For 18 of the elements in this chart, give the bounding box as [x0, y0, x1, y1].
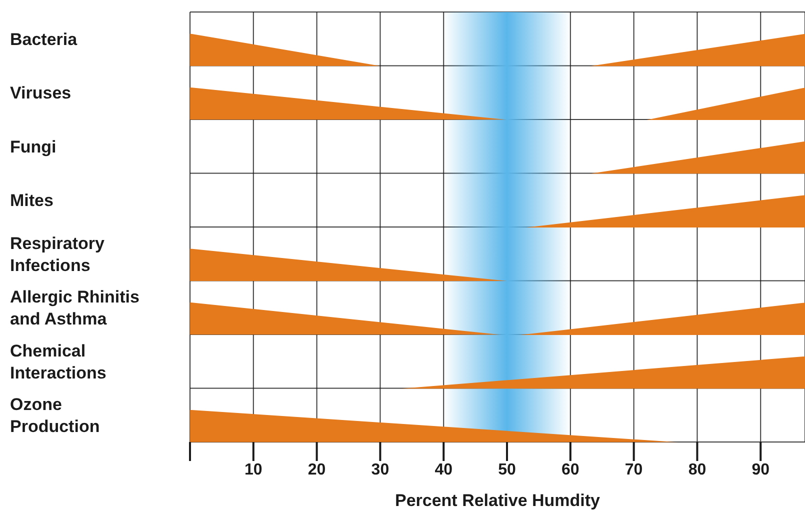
y-tick-label: Mites — [10, 191, 54, 210]
x-tick-label: 60 — [562, 461, 580, 478]
x-tick-label: 80 — [688, 461, 706, 478]
x-tick-label: 10 — [244, 461, 262, 478]
x-axis-title: Percent Relative Humdity — [394, 491, 601, 510]
x-tick-label: 90 — [752, 461, 770, 478]
y-tick-label: Bacteria — [10, 30, 78, 49]
x-tick-label: 30 — [371, 461, 390, 478]
y-tick-label: Fungi — [10, 137, 56, 156]
y-tick-label: Ozone Production — [10, 395, 100, 436]
y-tick-label: Allergic Rhinitis and Asthma — [10, 288, 140, 329]
y-tick-label: Viruses — [10, 84, 72, 103]
x-tick-label: 40 — [434, 461, 453, 478]
y-tick-label: Respiratory Infections — [10, 234, 106, 275]
x-tick-label: 50 — [498, 461, 516, 478]
x-tick-label: 20 — [308, 461, 326, 478]
y-tick-label: Chemical Interactions — [10, 341, 106, 382]
x-tick-label: 70 — [624, 461, 643, 478]
